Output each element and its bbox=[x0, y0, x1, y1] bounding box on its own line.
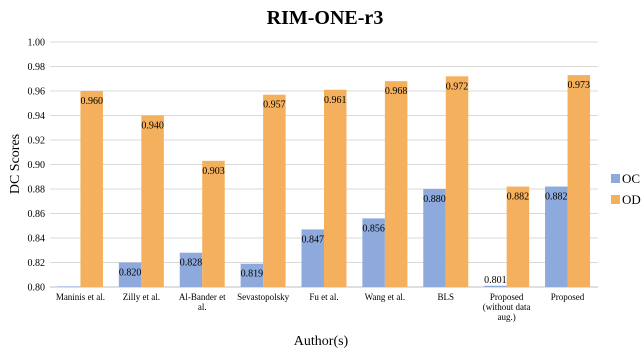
chart-title: RIM-ONE-r3 bbox=[267, 7, 384, 29]
y-tick-label: 0.86 bbox=[28, 209, 46, 220]
data-label: 0.820 bbox=[119, 268, 142, 279]
bar-oc bbox=[301, 229, 324, 287]
y-tick-label: 0.90 bbox=[28, 160, 46, 171]
y-tick-label: 0.96 bbox=[28, 87, 46, 98]
y-tick-label: 1.00 bbox=[28, 38, 46, 49]
bar-od bbox=[141, 115, 164, 287]
data-label: 0.880 bbox=[423, 194, 446, 205]
bar-od bbox=[80, 91, 103, 287]
x-tick-label-line: Proposed bbox=[490, 292, 524, 302]
y-tick-labels: 0.80 0.82 0.84 0.86 0.88 0.90 0.92 0.94 0.96 0.98… bbox=[28, 38, 46, 294]
y-tick-label: 0.84 bbox=[28, 234, 46, 245]
bar-oc bbox=[545, 186, 568, 287]
data-label: 0.819 bbox=[241, 269, 264, 280]
x-tick-label: Al-Bander et al. bbox=[179, 292, 226, 312]
legend-swatch-oc bbox=[611, 174, 620, 183]
y-tick-label: 0.92 bbox=[28, 136, 46, 147]
legend-swatch-od bbox=[611, 195, 620, 204]
data-label: 0.882 bbox=[507, 192, 530, 203]
data-label: 0.801 bbox=[484, 275, 507, 286]
y-tick-label: 0.80 bbox=[28, 283, 46, 294]
x-tick-label: Sevastopolsky bbox=[237, 292, 290, 302]
legend-label-od: OD bbox=[622, 192, 641, 207]
data-label: 0.961 bbox=[324, 95, 347, 106]
data-label: 0.940 bbox=[141, 121, 164, 132]
data-labels: 0.960 0.820 0.940 0.828 0.903 0.819 0.957 0.847… bbox=[80, 80, 590, 286]
x-tick-label: Proposed (without data aug.) bbox=[483, 292, 531, 322]
legend: OC OD bbox=[611, 171, 641, 207]
bar-oc bbox=[240, 263, 264, 287]
x-tick-label: Wang et al. bbox=[365, 292, 406, 302]
data-label: 0.972 bbox=[446, 81, 469, 92]
data-label: 0.828 bbox=[180, 258, 203, 269]
x-tick-label-line: Al-Bander et bbox=[179, 292, 226, 302]
bar-od bbox=[567, 75, 591, 287]
x-tick-label-line: BLS bbox=[438, 292, 455, 302]
x-tick-label-line: Sevastopolsky bbox=[237, 292, 290, 302]
bar-oc bbox=[423, 189, 446, 287]
data-label: 0.903 bbox=[202, 166, 225, 177]
x-tick-label-line: Proposed bbox=[551, 292, 585, 302]
bar-oc bbox=[484, 285, 507, 287]
x-tick-label-line: aug.) bbox=[498, 312, 516, 322]
data-label: 0.957 bbox=[263, 100, 286, 111]
y-tick-label: 0.88 bbox=[28, 185, 46, 196]
y-tick-label: 0.94 bbox=[28, 111, 46, 122]
x-tick-label: Maninis et al. bbox=[56, 292, 105, 302]
x-tick-label-line: Maninis et al. bbox=[56, 292, 105, 302]
x-tick-label-line: (without data bbox=[483, 302, 531, 312]
bar-oc bbox=[362, 218, 385, 287]
data-label: 0.847 bbox=[302, 234, 325, 245]
data-label: 0.973 bbox=[568, 80, 591, 91]
x-tick-label-line: al. bbox=[198, 302, 207, 312]
data-label: 0.856 bbox=[362, 223, 385, 234]
y-tick-label: 0.98 bbox=[28, 62, 46, 73]
bar-oc bbox=[118, 262, 142, 287]
bar-od bbox=[263, 94, 286, 287]
bar-od bbox=[324, 89, 347, 288]
x-tick-label-line: Zilly et al. bbox=[123, 292, 160, 302]
data-label: 0.968 bbox=[385, 86, 408, 97]
x-tick-label-line: Fu et al. bbox=[309, 292, 338, 302]
bar-od bbox=[445, 76, 469, 287]
bar-od bbox=[506, 186, 530, 287]
x-tick-label: Proposed bbox=[551, 292, 585, 302]
data-label: 0.960 bbox=[80, 96, 103, 107]
bar-oc bbox=[179, 252, 203, 287]
x-tick-label: BLS bbox=[438, 292, 455, 302]
bar-od bbox=[202, 160, 225, 287]
x-axis-label: Author(s) bbox=[294, 334, 349, 349]
y-axis-label: DC Scores bbox=[8, 134, 23, 194]
x-tick-label-line: Wang et al. bbox=[365, 292, 406, 302]
bar-oc bbox=[57, 286, 81, 287]
legend-label-oc: OC bbox=[622, 171, 640, 186]
data-label: 0.882 bbox=[545, 192, 568, 203]
y-tick-label: 0.82 bbox=[28, 258, 46, 269]
x-tick-labels: Maninis et al. Zilly et al. Al-Bander et al… bbox=[56, 292, 585, 322]
bars bbox=[57, 75, 591, 288]
bar-od bbox=[384, 81, 408, 287]
x-tick-label: Zilly et al. bbox=[123, 292, 160, 302]
x-tick-label: Fu et al. bbox=[309, 292, 338, 302]
